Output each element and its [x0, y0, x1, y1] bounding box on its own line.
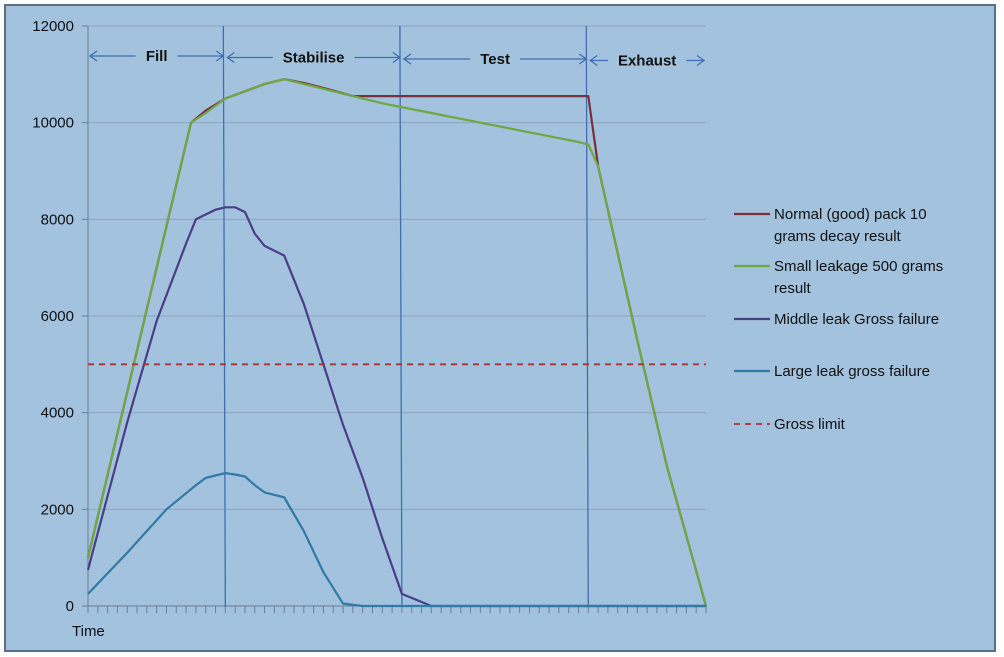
- grid-lines: [88, 25, 706, 510]
- arrow-head: [392, 51, 402, 64]
- phase-label: Test: [480, 51, 510, 68]
- axes: [82, 25, 707, 613]
- phase-divider: [585, 25, 589, 608]
- arrow-head: [226, 51, 235, 64]
- tick-labels: 0 2000 4000 6000 8000 10000 12000 Time: [32, 18, 105, 640]
- arrow-head: [578, 53, 588, 65]
- arrow-head: [215, 50, 225, 62]
- x-axis-label: Time: [72, 623, 105, 640]
- phase-divider: [222, 25, 226, 608]
- phase-label: Exhaust: [618, 53, 676, 70]
- y-tick-label: 10000: [32, 115, 74, 132]
- arrow-head: [88, 50, 98, 62]
- phase-markers: Fill Stabilise Test Exhaust: [88, 25, 706, 608]
- phase-label: Fill: [146, 48, 168, 65]
- y-tick-label: 8000: [41, 211, 74, 228]
- chart-svg: Fill Stabilise Test Exhaust 0 2000 4000 6000 80…: [32, 18, 943, 640]
- series-line-3: [87, 472, 706, 608]
- series-line-2: [86, 206, 706, 608]
- legend: Normal (good) pack 10 grams decay result S…: [734, 206, 943, 433]
- phase-divider: [399, 25, 403, 608]
- legend-entry: Normal (good) pack 10 grams decay result: [774, 206, 927, 245]
- series-line-1: [86, 78, 708, 607]
- legend-entry: Gross limit: [774, 416, 846, 433]
- legend-entry: Middle leak Gross failure: [774, 311, 939, 328]
- y-tick-label: 4000: [41, 405, 74, 422]
- y-tick-label: 2000: [41, 501, 74, 518]
- arrow-head: [402, 53, 412, 65]
- y-tick-label: 0: [66, 598, 74, 615]
- arrow-head: [589, 54, 598, 67]
- phase-label: Stabilise: [283, 50, 345, 67]
- legend-entry: Small leakage 500 grams result: [774, 258, 943, 297]
- y-tick-label: 12000: [32, 18, 74, 35]
- y-tick-label: 6000: [41, 308, 74, 325]
- series-lines: [86, 78, 708, 608]
- arrow-head: [696, 54, 706, 67]
- series-line-0: [86, 78, 708, 607]
- chart-frame: Fill Stabilise Test Exhaust 0 2000 4000 6000 80…: [4, 4, 996, 652]
- legend-entry: Large leak gross failure: [774, 363, 930, 380]
